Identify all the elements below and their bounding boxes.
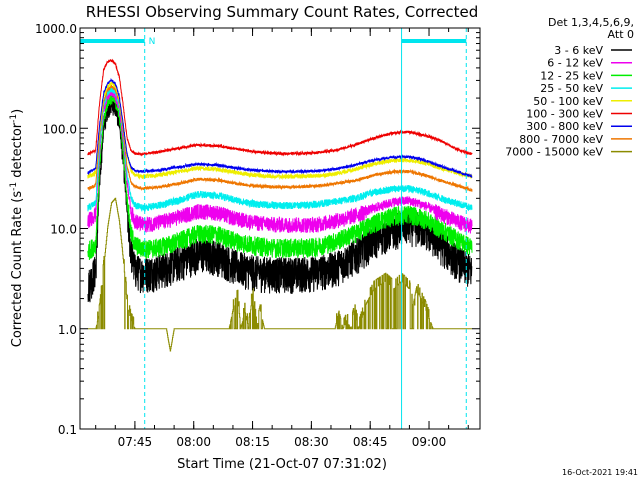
series-line-50-100-kev xyxy=(87,81,473,181)
x-tick-label: 08:15 xyxy=(235,435,270,449)
y-tick-label: 1000.0 xyxy=(35,22,77,36)
legend-header-line2: Att 0 xyxy=(608,28,634,41)
series-line-100-300-kev xyxy=(87,58,473,157)
series-line-3-6-kev xyxy=(87,95,473,303)
axis-layer: 0.1 1.0 10.0 100.0 1000.0 07:45 08:00 08:15 08:3… xyxy=(35,22,480,449)
y-tick-label: 100.0 xyxy=(43,122,77,136)
y-axis-label-sup2: -1 xyxy=(9,114,19,123)
chart-title: RHESSI Observing Summary Count Rates, Co… xyxy=(86,3,479,21)
y-axis-label-part1: Corrected Count Rate (s xyxy=(10,191,25,348)
y-tick-label: 10.0 xyxy=(50,223,77,237)
y-tick-label: 0.1 xyxy=(58,423,77,437)
y-tick-label: 1.0 xyxy=(58,323,77,337)
series-line-25-50-kev xyxy=(87,85,473,212)
series-line-800-7000-kev xyxy=(87,84,473,192)
legend-label: 3 - 6 keV xyxy=(554,44,603,57)
legend-header-line1: Det 1,3,4,5,6,9, xyxy=(548,16,634,29)
x-tick-label: 07:45 xyxy=(118,435,153,449)
y-axis-label-sup1: -1 xyxy=(9,182,19,191)
x-tick-label: 08:30 xyxy=(294,435,329,449)
data-layer xyxy=(87,58,473,352)
y-axis-label-part2: detector xyxy=(10,122,25,182)
y-axis-label-part3: ) xyxy=(10,109,25,114)
legend-label: 7000 - 15000 keV xyxy=(505,146,603,159)
x-axis-label: Start Time (21-Oct-07 07:31:02) xyxy=(177,457,387,472)
y-axis-label: Corrected Count Rate (s-1 detector-1) xyxy=(9,109,25,347)
legend-label: 300 - 800 keV xyxy=(526,120,603,133)
series-line-7000-15000-kev xyxy=(87,197,473,352)
annotation-n-label: N xyxy=(149,37,156,47)
legend-label: 6 - 12 keV xyxy=(547,57,603,70)
series-line-300-800-kev xyxy=(87,77,473,178)
legend-label: 100 - 300 keV xyxy=(526,108,603,121)
x-tick-label: 08:00 xyxy=(176,435,211,449)
x-tick-label: 09:00 xyxy=(412,435,447,449)
series-line-6-12-kev xyxy=(87,89,473,234)
legend-label: 800 - 7000 keV xyxy=(519,133,603,146)
legend-label: 50 - 100 keV xyxy=(533,95,603,108)
legend-label: 12 - 25 keV xyxy=(540,69,603,82)
generation-timestamp: 16-Oct-2021 19:41 xyxy=(562,468,638,477)
x-tick-label: 08:45 xyxy=(353,435,388,449)
series-line-12-25-kev xyxy=(87,93,473,260)
legend-label: 25 - 50 keV xyxy=(540,82,603,95)
